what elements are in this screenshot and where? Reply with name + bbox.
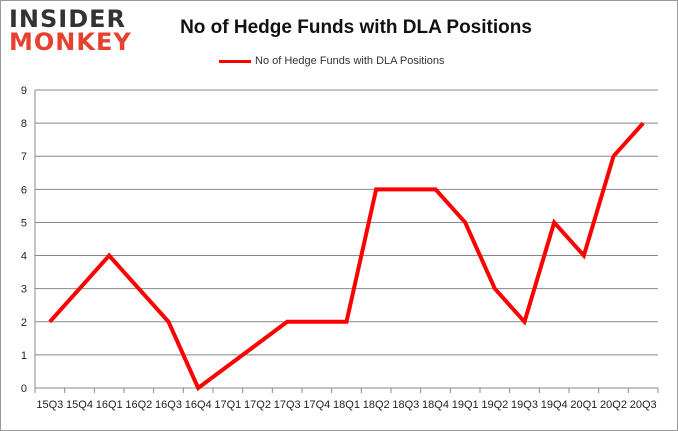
- y-tick-label: 9: [21, 85, 27, 97]
- y-tick-label: 6: [21, 184, 27, 196]
- x-tick-label: 19Q3: [511, 399, 538, 411]
- x-tick-label: 20Q1: [570, 399, 597, 411]
- x-tick-label: 19Q4: [541, 399, 568, 411]
- y-tick-label: 1: [21, 350, 27, 362]
- x-tick-label: 18Q4: [422, 399, 449, 411]
- y-tick-label: 7: [21, 151, 27, 163]
- logo-monkey: MONKEY: [9, 28, 132, 56]
- logo-insider: INSIDER: [9, 5, 127, 33]
- x-tick-label: 17Q2: [244, 399, 271, 411]
- y-tick-label: 0: [21, 383, 27, 395]
- x-tick-label: 16Q4: [185, 399, 212, 411]
- x-tick-label: 15Q4: [66, 399, 93, 411]
- x-tick-label: 19Q2: [481, 399, 508, 411]
- x-tick-label: 17Q1: [214, 399, 241, 411]
- y-tick-label: 4: [21, 251, 27, 263]
- y-tick-label: 3: [21, 284, 27, 296]
- y-tick-label: 2: [21, 317, 27, 329]
- x-tick-label: 16Q2: [125, 399, 152, 411]
- x-tick-label: 18Q1: [333, 399, 360, 411]
- legend-label: No of Hedge Funds with DLA Positions: [255, 55, 445, 67]
- x-tick-label: 18Q2: [363, 399, 390, 411]
- x-tick-label: 18Q3: [392, 399, 419, 411]
- y-tick-label: 8: [21, 118, 27, 130]
- x-tick-label: 20Q2: [600, 399, 627, 411]
- x-tick-label: 17Q3: [274, 399, 301, 411]
- x-tick-label: 15Q3: [36, 399, 63, 411]
- x-tick-label: 16Q1: [96, 399, 123, 411]
- legend: No of Hedge Funds with DLA Positions: [219, 55, 445, 67]
- legend-swatch: [219, 59, 251, 63]
- x-tick-label: 16Q3: [155, 399, 182, 411]
- x-tick-label: 17Q4: [303, 399, 330, 411]
- y-tick-label: 5: [21, 217, 27, 229]
- x-tick-label: 19Q1: [452, 399, 479, 411]
- chart-title: No of Hedge Funds with DLA Positions: [180, 17, 532, 38]
- x-tick-label: 20Q3: [630, 399, 657, 411]
